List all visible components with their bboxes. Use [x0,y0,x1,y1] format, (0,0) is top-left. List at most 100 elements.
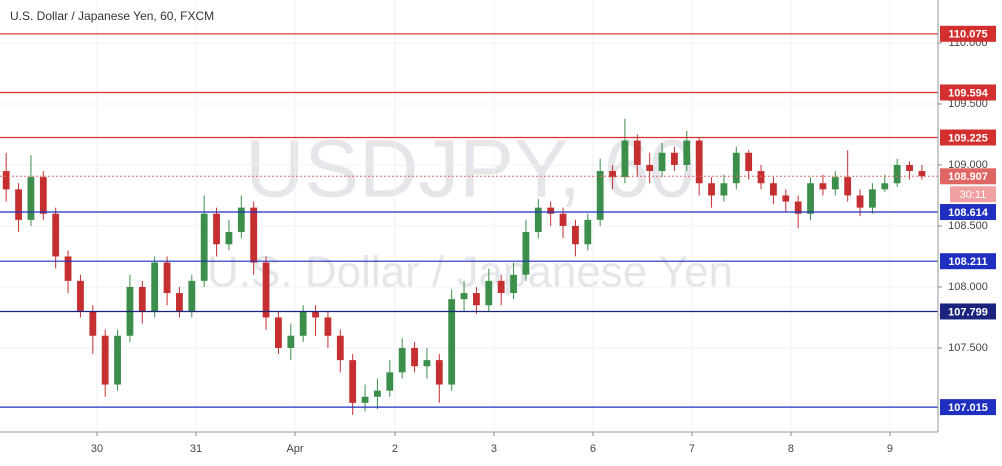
candle-body [782,195,790,202]
candle-body [572,225,579,245]
last-price-box [940,168,996,185]
candle-body [646,164,654,172]
candle-body [695,140,703,184]
candle-body [423,360,431,367]
candle-body [869,189,876,208]
candle-body [336,335,344,361]
candle-body [473,293,480,306]
level-label: 109.594 [948,87,989,99]
candle-body [559,213,567,226]
candle-body [547,207,555,214]
candle-body [374,390,381,397]
x-tick-label: Apr [286,443,303,455]
candle-body [39,177,47,214]
candle-body [287,335,295,348]
candle-body [151,262,159,312]
watermark-subtitle: U.S. Dollar / Japanese Yen [207,248,733,297]
candle-body [386,372,394,391]
candle-body [176,293,183,312]
y-tick-label: 108.500 [948,220,988,232]
level-label: 108.614 [948,207,989,219]
candle-body [844,177,852,196]
candle-body [918,171,926,177]
level-label-box [940,303,996,320]
x-tick-label: 9 [887,443,893,455]
level-label-box [940,25,996,42]
candle-body [708,183,715,196]
candle-body [906,164,913,172]
watermark: USDJPY, 60 [245,124,695,215]
candle-body [200,213,208,281]
candle-body [510,274,517,294]
candle-body [349,360,357,403]
candle-body [225,232,233,245]
x-tick-label: 3 [491,443,497,455]
x-tick-label: 30 [91,443,103,455]
candle-body [250,207,258,263]
candle-body [361,396,369,403]
x-tick-label: 7 [689,443,695,455]
candle-body [275,317,282,348]
candle-body [522,232,530,275]
candle-body [819,183,827,190]
candle-body [671,152,678,165]
candle-body [15,189,22,220]
y-tick-label: 109.000 [948,159,988,171]
candle-body [485,280,493,306]
candle-body [435,360,443,385]
candle-body [770,183,777,196]
level-label: 107.799 [948,306,988,318]
candle-body [324,317,332,336]
y-tick-label: 109.500 [948,98,988,110]
level-label-box [940,129,996,146]
candle-body [460,293,468,300]
candle-body [497,280,505,294]
candle-body [881,183,889,190]
candle-body [893,164,901,184]
candle-body [237,207,245,233]
candle-body [807,183,814,214]
candle-body [398,347,406,373]
candle-body [856,195,864,208]
price-axis [938,0,1002,466]
candle-body [745,152,753,172]
candle-body [64,256,72,281]
y-tick-label: 107.500 [948,342,988,354]
candle-body [262,262,270,318]
candle-body [621,140,629,178]
level-label: 107.015 [948,402,988,414]
candle-body [534,207,542,233]
candle-body [312,311,319,318]
x-tick-label: 2 [392,443,398,455]
countdown: 30:11 [960,189,987,201]
candle-body [794,201,802,214]
y-tick-label: 108.000 [948,281,988,293]
candle-body [683,140,691,165]
level-label-box [940,253,996,270]
level-label-box [940,84,996,101]
candle-body [658,152,666,172]
title-bg [4,6,236,26]
last-price-label: 108.907 [948,171,988,183]
x-tick-label: 6 [590,443,596,455]
candle-body [831,177,839,190]
candle-body [757,171,765,184]
level-label: 109.225 [948,132,988,144]
candle-body [52,213,60,257]
candle-body [448,299,456,385]
candle-body [163,262,171,294]
candle-body [138,286,146,312]
level-label-box [940,204,996,221]
candle-body [114,335,121,385]
candle-body [188,280,196,312]
candle-body [584,219,592,245]
candle-body [596,171,604,220]
level-label: 108.211 [948,256,987,268]
candle-body [720,183,728,196]
candle-body [27,177,35,220]
candle-body [77,280,84,312]
candle-body [2,171,10,190]
candle-body [609,171,616,178]
